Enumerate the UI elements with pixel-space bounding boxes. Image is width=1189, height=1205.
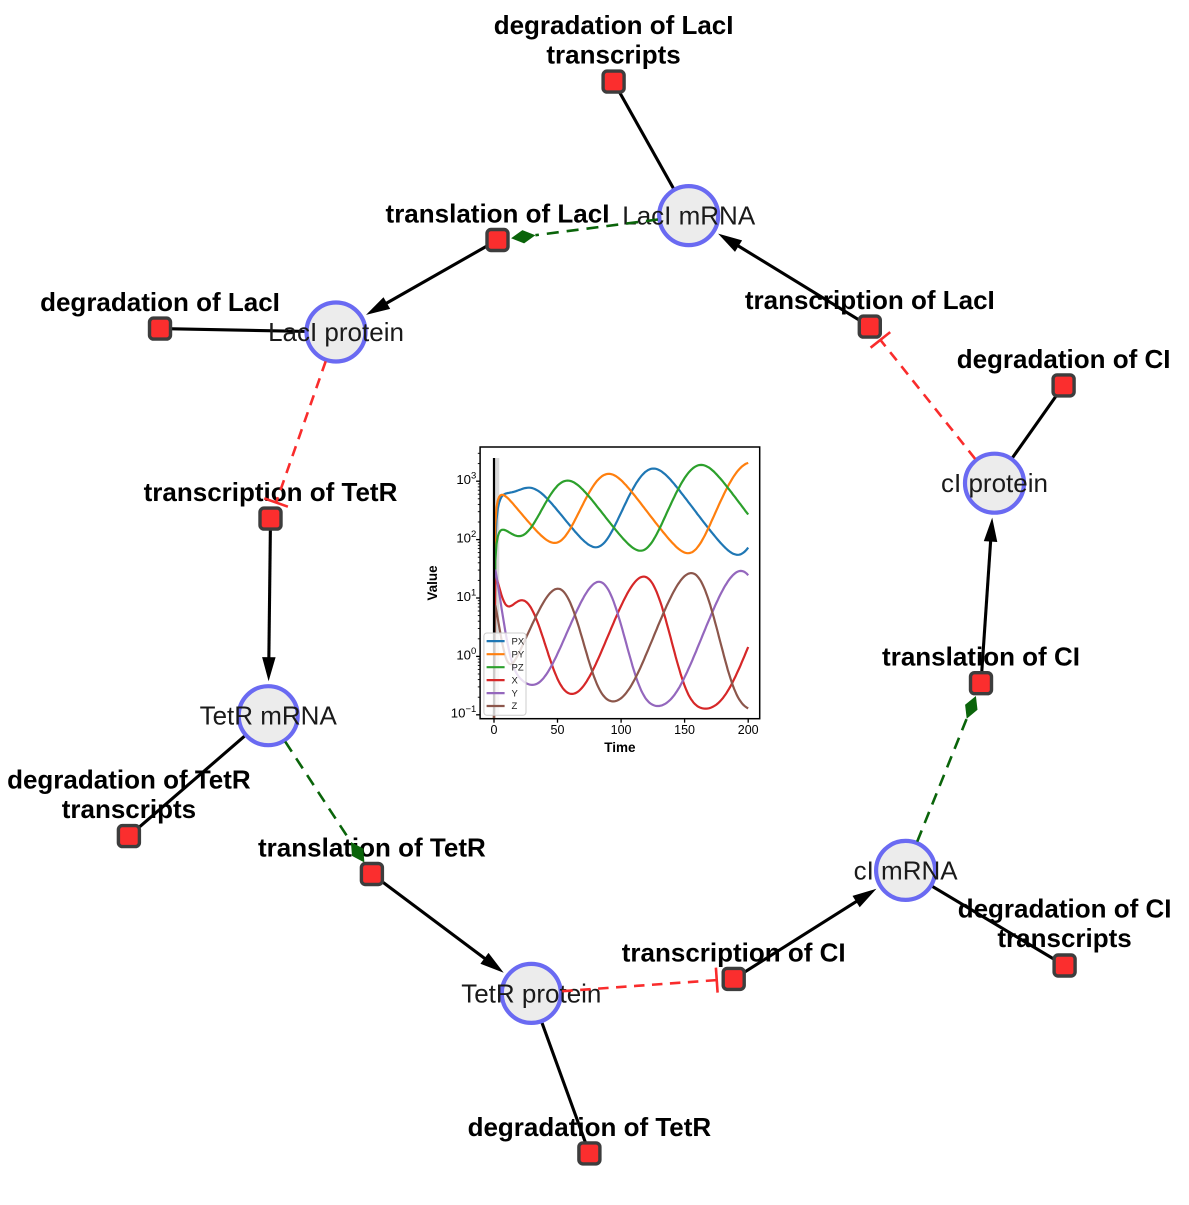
- svg-text:50: 50: [551, 723, 565, 737]
- svg-text:degradation of LacI: degradation of LacI: [494, 10, 734, 40]
- svg-text:translation of CI: translation of CI: [882, 642, 1080, 672]
- svg-text:PZ: PZ: [512, 662, 524, 673]
- svg-text:LacI mRNA: LacI mRNA: [622, 201, 756, 231]
- svg-text:translation of LacI: translation of LacI: [386, 198, 610, 228]
- svg-text:transcripts: transcripts: [546, 39, 680, 69]
- svg-text:LacI protein: LacI protein: [268, 317, 404, 347]
- svg-text:PX: PX: [512, 636, 525, 647]
- svg-text:Value: Value: [425, 565, 440, 601]
- svg-text:100: 100: [456, 646, 476, 663]
- svg-text:10−1: 10−1: [451, 704, 477, 721]
- svg-text:100: 100: [611, 723, 632, 737]
- svg-text:150: 150: [674, 723, 695, 737]
- svg-text:103: 103: [456, 471, 476, 488]
- svg-text:cI protein: cI protein: [941, 468, 1048, 498]
- svg-text:transcripts: transcripts: [997, 923, 1131, 953]
- svg-text:degradation of LacI: degradation of LacI: [40, 287, 280, 317]
- svg-text:X: X: [512, 675, 519, 686]
- svg-text:degradation of TetR: degradation of TetR: [7, 764, 251, 794]
- svg-text:102: 102: [456, 529, 476, 546]
- svg-text:transcription of CI: transcription of CI: [622, 937, 846, 967]
- svg-text:0: 0: [491, 723, 498, 737]
- svg-text:200: 200: [738, 723, 759, 737]
- svg-text:cI mRNA: cI mRNA: [854, 855, 959, 885]
- svg-text:transcripts: transcripts: [62, 794, 196, 824]
- svg-text:PY: PY: [512, 649, 525, 660]
- svg-text:Z: Z: [512, 701, 518, 712]
- svg-text:TetR protein: TetR protein: [461, 978, 601, 1008]
- svg-text:Time: Time: [604, 740, 636, 755]
- svg-text:transcription of TetR: transcription of TetR: [144, 477, 398, 507]
- svg-text:101: 101: [456, 587, 476, 604]
- svg-text:degradation of TetR: degradation of TetR: [468, 1112, 712, 1142]
- svg-text:translation of TetR: translation of TetR: [258, 832, 486, 862]
- svg-text:degradation of CI: degradation of CI: [958, 894, 1172, 924]
- svg-text:degradation of CI: degradation of CI: [957, 344, 1171, 374]
- svg-text:TetR mRNA: TetR mRNA: [200, 701, 338, 731]
- svg-text:transcription of LacI: transcription of LacI: [745, 285, 995, 315]
- svg-text:Y: Y: [512, 688, 519, 699]
